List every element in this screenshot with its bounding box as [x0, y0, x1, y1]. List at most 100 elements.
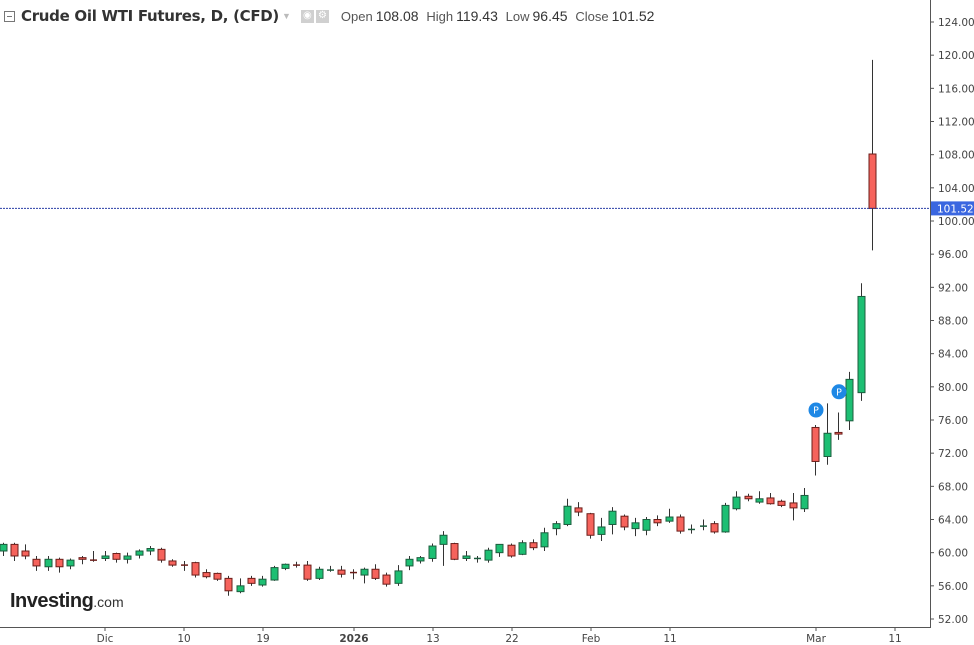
- candle[interactable]: [157, 547, 166, 563]
- candlestick-series: [0, 59, 877, 596]
- high-value: 119.43: [456, 8, 498, 24]
- candle[interactable]: [90, 551, 97, 562]
- candle[interactable]: [55, 557, 64, 573]
- candle[interactable]: [181, 560, 188, 571]
- candle[interactable]: [213, 572, 222, 581]
- candle[interactable]: [281, 563, 290, 571]
- candle[interactable]: [247, 575, 256, 586]
- p-markers: PP: [808, 384, 847, 418]
- candle[interactable]: [112, 552, 121, 563]
- x-tick-label: Dic: [97, 633, 114, 645]
- candle[interactable]: [744, 493, 753, 502]
- caret-down-icon[interactable]: ▼: [282, 11, 291, 21]
- candle[interactable]: [474, 555, 481, 563]
- candle[interactable]: [529, 539, 538, 551]
- logo-brand: Investing: [10, 590, 94, 612]
- candle[interactable]: [721, 502, 730, 533]
- candle[interactable]: [78, 555, 87, 565]
- candle[interactable]: [258, 575, 267, 587]
- candle[interactable]: [191, 561, 200, 578]
- candle[interactable]: [439, 531, 448, 566]
- collapse-icon[interactable]: [4, 10, 15, 22]
- candle[interactable]: [315, 566, 324, 581]
- chart-legend: Crude Oil WTI Futures, D, (CFD) ▼ ◉ ⚙ Op…: [0, 0, 930, 32]
- candle[interactable]: [416, 555, 425, 564]
- candle[interactable]: [224, 575, 233, 596]
- y-tick-label: 80.00: [938, 382, 968, 394]
- candle[interactable]: [688, 524, 695, 534]
- candle[interactable]: [303, 560, 312, 581]
- x-tick-label: 2026: [339, 633, 368, 645]
- candle[interactable]: [845, 371, 854, 430]
- candle[interactable]: [789, 492, 798, 521]
- candle[interactable]: [766, 492, 775, 505]
- p-marker-icon[interactable]: P: [831, 384, 847, 400]
- svg-text:P: P: [813, 406, 819, 417]
- candle[interactable]: [236, 578, 245, 594]
- last-price-badge: [931, 201, 974, 216]
- candle[interactable]: [540, 527, 549, 552]
- candle[interactable]: [270, 565, 279, 581]
- candle[interactable]: [66, 558, 75, 570]
- candle[interactable]: [428, 543, 437, 562]
- candle[interactable]: [653, 515, 662, 527]
- candle[interactable]: [811, 424, 820, 476]
- candle[interactable]: [495, 543, 504, 557]
- y-axis[interactable]: 124.00 120.00 116.00 112.00 108.00 104.00 100.…: [930, 0, 974, 627]
- candle[interactable]: [405, 555, 414, 571]
- candle[interactable]: [868, 59, 877, 251]
- candle[interactable]: [337, 565, 346, 578]
- candle[interactable]: [777, 499, 786, 508]
- candle[interactable]: [0, 542, 8, 556]
- candle[interactable]: [665, 508, 674, 523]
- candle[interactable]: [552, 521, 561, 536]
- x-tick-label: 22: [505, 633, 518, 645]
- candle[interactable]: [10, 542, 19, 561]
- candle[interactable]: [574, 502, 583, 517]
- candle[interactable]: [597, 517, 606, 542]
- x-axis[interactable]: Dic 10 19 2026 13 22 Feb 11 Mar 11: [0, 627, 931, 645]
- candle[interactable]: [732, 491, 741, 511]
- candle[interactable]: [327, 565, 334, 572]
- candle[interactable]: [360, 567, 369, 584]
- candle[interactable]: [563, 498, 572, 527]
- gear-icon[interactable]: ⚙: [315, 9, 329, 23]
- candle[interactable]: [586, 512, 595, 539]
- instrument-title[interactable]: Crude Oil WTI Futures, D, (CFD): [21, 7, 279, 25]
- candle[interactable]: [518, 540, 527, 556]
- candle[interactable]: [608, 507, 617, 535]
- candle[interactable]: [101, 551, 110, 561]
- candle[interactable]: [135, 549, 144, 559]
- candle[interactable]: [168, 559, 177, 567]
- candle[interactable]: [823, 403, 832, 465]
- candle[interactable]: [676, 514, 685, 534]
- candle[interactable]: [32, 555, 41, 571]
- candle[interactable]: [620, 514, 629, 531]
- candle[interactable]: [450, 542, 459, 561]
- candle[interactable]: [834, 412, 843, 440]
- candle[interactable]: [800, 487, 809, 513]
- candle[interactable]: [293, 561, 300, 568]
- candle[interactable]: [350, 569, 357, 580]
- candle[interactable]: [642, 517, 651, 536]
- candle[interactable]: [382, 572, 391, 587]
- candle[interactable]: [507, 543, 516, 558]
- p-marker-icon[interactable]: P: [808, 402, 824, 418]
- eye-icon[interactable]: ◉: [300, 9, 314, 23]
- candle[interactable]: [755, 491, 764, 504]
- candle[interactable]: [484, 547, 493, 563]
- candle[interactable]: [21, 544, 30, 560]
- candle[interactable]: [146, 546, 155, 556]
- candle[interactable]: [123, 552, 132, 564]
- candle[interactable]: [202, 569, 211, 579]
- candle[interactable]: [631, 517, 640, 537]
- y-tick-label: 92.00: [938, 282, 968, 294]
- candle[interactable]: [857, 283, 866, 401]
- candle[interactable]: [394, 565, 403, 586]
- candle[interactable]: [371, 564, 380, 581]
- candle[interactable]: [710, 521, 719, 534]
- candle[interactable]: [462, 551, 471, 561]
- candle[interactable]: [44, 555, 53, 571]
- candle[interactable]: [700, 519, 707, 531]
